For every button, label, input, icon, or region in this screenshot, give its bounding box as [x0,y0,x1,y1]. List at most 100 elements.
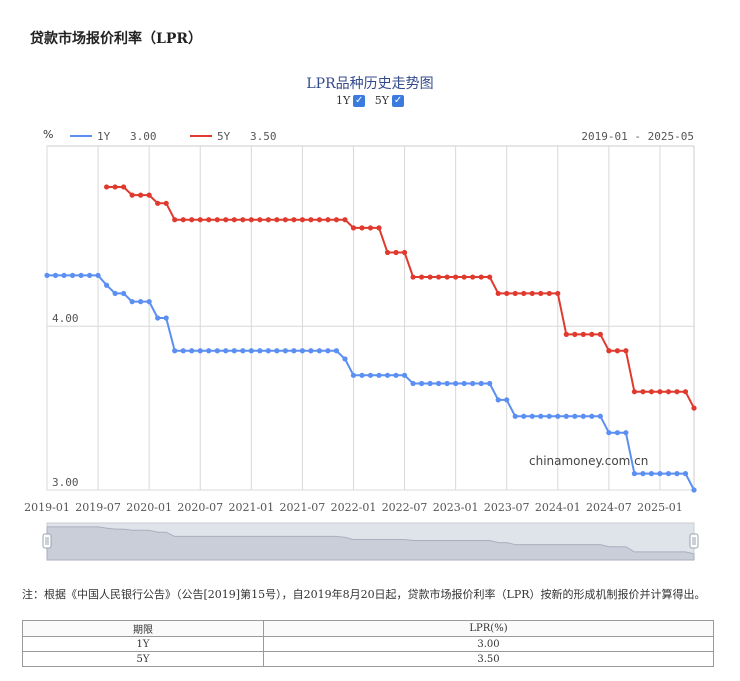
data-point [580,413,586,419]
legend-series-name: 1Y [97,130,111,143]
data-point [325,217,331,223]
y-tick-label: 4.00 [52,312,79,325]
series-toggles: 1Y ✓ 5Y ✓ [0,94,740,107]
x-tick-label: 2021-01 [228,501,274,514]
data-point [206,217,212,223]
data-point [129,192,135,198]
data-point [648,389,655,395]
data-point [648,471,655,477]
drag-handle-icon[interactable] [689,533,699,549]
data-point [461,274,467,280]
data-point [538,290,544,297]
data-point [546,290,552,297]
legend-current-value: 3.00 [130,130,157,143]
table-cell-term: 5Y [21,651,265,667]
data-point [384,249,391,256]
data-point [172,348,178,354]
checkbox-checked-icon[interactable]: ✓ [353,94,366,107]
data-point [606,430,612,436]
data-point [453,274,459,280]
data-point [682,471,689,477]
data-point [478,380,484,387]
data-point [214,217,220,223]
data-point [470,380,476,387]
x-tick-label: 2024-07 [586,501,632,514]
data-point [665,389,672,395]
x-tick-label: 2025-01 [637,501,683,514]
zoom-navigator-preview [46,526,695,561]
x-tick-label: 2020-07 [177,501,223,514]
data-point [146,192,152,198]
series-line-5y [106,186,695,409]
data-point [495,397,501,403]
data-point [172,217,178,223]
data-point [103,282,110,288]
data-point [665,471,672,477]
x-tick-label: 2019-07 [75,501,121,514]
data-point [291,217,297,223]
data-point [614,430,620,436]
data-point [657,389,663,395]
chart-title: LPR品种历史走势图 [306,76,434,92]
data-point [384,372,391,378]
data-point [555,290,561,297]
data-point [138,299,144,305]
y-tick-label: 3.00 [52,476,79,489]
data-point [163,200,169,206]
data-point [155,200,161,206]
toggle-1y-label: 1Y [335,94,351,107]
data-point [563,413,569,419]
data-point [274,348,280,354]
data-point [146,299,152,305]
data-point [614,348,620,354]
data-point [631,389,638,395]
toggle-1y[interactable]: 1Y ✓ [335,94,366,107]
data-point [640,389,646,395]
data-point [189,217,195,223]
data-point [44,272,50,279]
data-point [436,380,442,387]
data-point [112,290,118,297]
table-cell-term: 1Y [21,636,265,652]
table-row: 5Y 3.50 [21,651,714,667]
data-point [623,348,629,354]
data-point [359,372,365,378]
data-point [504,397,510,403]
data-point [129,299,135,305]
checkbox-checked-icon[interactable]: ✓ [392,94,405,107]
data-point [487,380,493,387]
data-point [308,348,314,354]
data-point [121,184,127,190]
zoom-handle-right[interactable] [689,533,699,549]
data-point [589,413,595,419]
data-point [78,272,84,279]
data-point [444,380,450,387]
footnote: 注：根据《中国人民银行公告》（公告[2019]第15号），自2019年8月20日… [22,588,706,601]
y-axis-unit-label: % [43,128,53,141]
data-point [546,413,552,419]
data-point [231,217,237,223]
data-point [299,348,305,354]
table-header-row: 期限 LPR(%) [21,620,714,637]
data-point [674,471,680,477]
data-point [529,413,535,419]
data-point [529,290,535,297]
data-point [691,405,697,411]
data-point [572,331,578,337]
data-point [597,413,603,419]
data-point [606,348,612,354]
data-point [597,331,603,337]
data-point [444,274,450,280]
drag-handle-icon[interactable] [42,533,52,549]
data-point [333,348,340,354]
data-point [640,471,646,477]
data-point [180,217,186,223]
table-header-term: 期限 [21,620,265,637]
data-point [291,348,297,354]
data-point [214,348,220,354]
table-cell-rate: 3.50 [263,651,714,667]
data-point [95,272,101,279]
toggle-5y[interactable]: 5Y ✓ [375,94,405,107]
zoom-handle-left[interactable] [42,533,52,549]
data-point [367,372,374,378]
